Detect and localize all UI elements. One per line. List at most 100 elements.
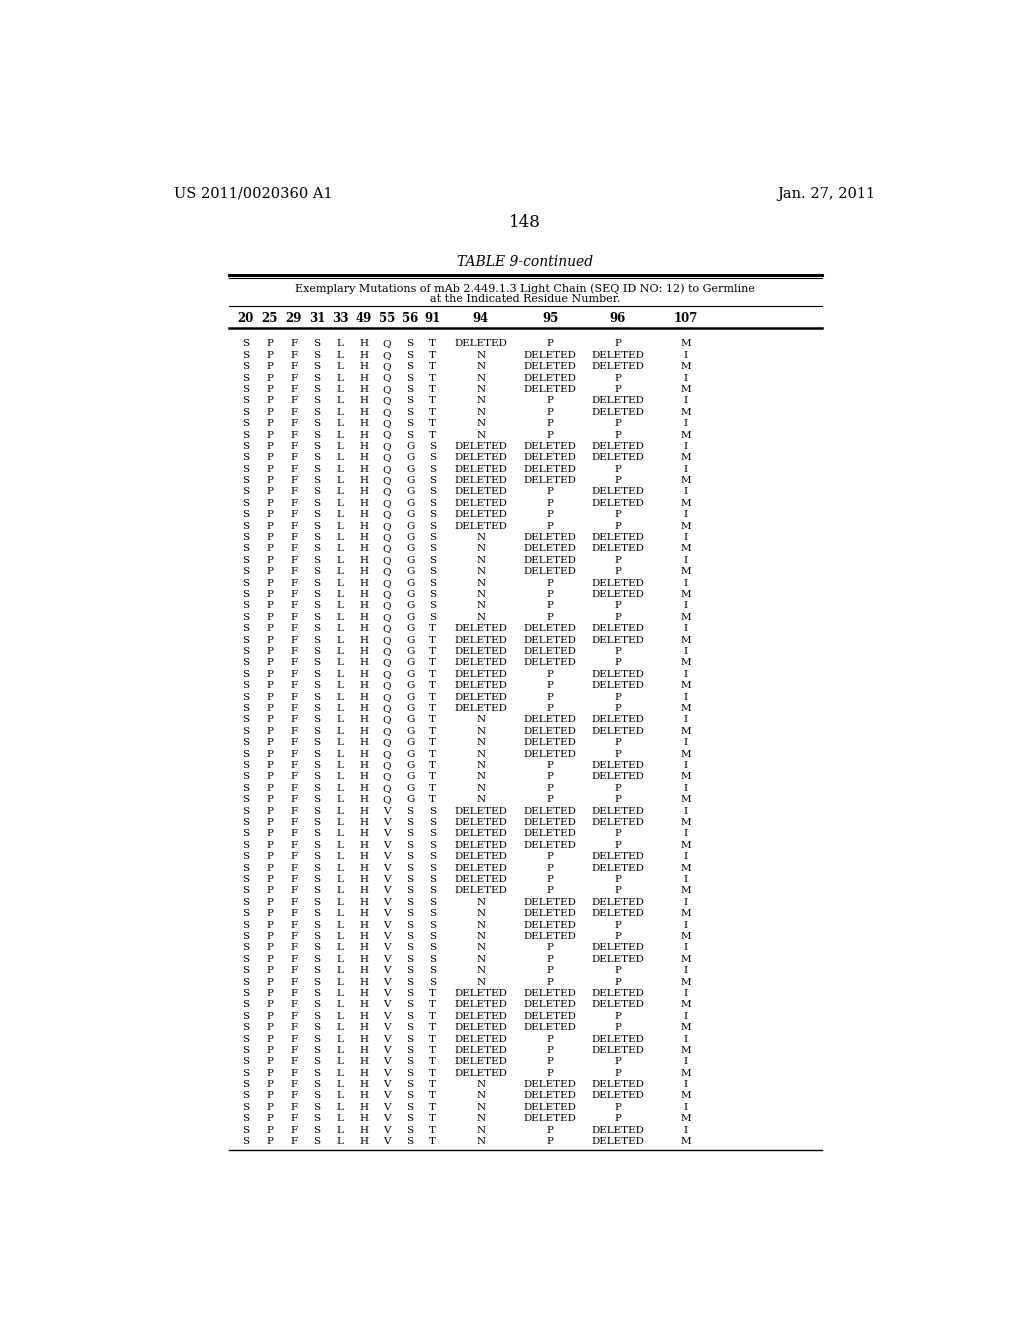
Text: H: H (359, 362, 368, 371)
Text: S: S (407, 875, 414, 884)
Text: DELETED: DELETED (524, 715, 577, 725)
Text: S: S (243, 339, 250, 348)
Text: F: F (290, 442, 297, 451)
Text: M: M (681, 818, 691, 828)
Text: I: I (684, 784, 688, 793)
Text: S: S (243, 442, 250, 451)
Text: 20: 20 (238, 313, 254, 326)
Text: P: P (266, 385, 273, 393)
Text: P: P (614, 886, 622, 895)
Text: DELETED: DELETED (455, 1069, 507, 1077)
Text: S: S (407, 430, 414, 440)
Text: I: I (684, 396, 688, 405)
Text: P: P (614, 693, 622, 702)
Text: L: L (337, 1092, 344, 1101)
Text: S: S (407, 1114, 414, 1123)
Text: H: H (359, 1035, 368, 1044)
Text: P: P (614, 932, 622, 941)
Text: N: N (476, 932, 485, 941)
Text: S: S (429, 568, 436, 577)
Text: S: S (429, 818, 436, 828)
Text: S: S (243, 521, 250, 531)
Text: DELETED: DELETED (592, 1092, 644, 1101)
Text: M: M (681, 499, 691, 508)
Text: L: L (337, 1069, 344, 1077)
Text: DELETED: DELETED (524, 750, 577, 759)
Text: N: N (476, 408, 485, 417)
Text: P: P (266, 453, 273, 462)
Text: Q: Q (383, 738, 391, 747)
Text: P: P (266, 1035, 273, 1044)
Text: DELETED: DELETED (524, 647, 577, 656)
Text: P: P (266, 886, 273, 895)
Text: I: I (684, 1104, 688, 1111)
Text: S: S (243, 762, 250, 770)
Text: DELETED: DELETED (592, 442, 644, 451)
Text: DELETED: DELETED (592, 362, 644, 371)
Text: Q: Q (383, 795, 391, 804)
Text: V: V (383, 818, 390, 828)
Text: S: S (407, 978, 414, 986)
Text: H: H (359, 487, 368, 496)
Text: H: H (359, 807, 368, 816)
Text: M: M (681, 954, 691, 964)
Text: F: F (290, 1137, 297, 1146)
Text: S: S (313, 499, 321, 508)
Text: DELETED: DELETED (524, 568, 577, 577)
Text: P: P (266, 1069, 273, 1077)
Text: I: I (684, 533, 688, 543)
Text: G: G (406, 487, 415, 496)
Text: V: V (383, 1001, 390, 1010)
Text: F: F (290, 511, 297, 519)
Text: S: S (407, 909, 414, 919)
Text: I: I (684, 1035, 688, 1044)
Text: at the Indicated Residue Number.: at the Indicated Residue Number. (430, 294, 620, 304)
Text: 55: 55 (379, 313, 395, 326)
Text: F: F (290, 578, 297, 587)
Text: F: F (290, 978, 297, 986)
Text: DELETED: DELETED (524, 374, 577, 383)
Text: V: V (383, 978, 390, 986)
Text: S: S (243, 420, 250, 428)
Text: DELETED: DELETED (592, 944, 644, 952)
Text: V: V (383, 1126, 390, 1135)
Text: S: S (407, 1137, 414, 1146)
Text: DELETED: DELETED (592, 408, 644, 417)
Text: S: S (243, 590, 250, 599)
Text: P: P (266, 351, 273, 360)
Text: H: H (359, 909, 368, 919)
Text: P: P (266, 362, 273, 371)
Text: V: V (383, 841, 390, 850)
Text: S: S (313, 1126, 321, 1135)
Text: DELETED: DELETED (524, 1023, 577, 1032)
Text: G: G (406, 636, 415, 644)
Text: S: S (313, 590, 321, 599)
Text: Q: Q (383, 533, 391, 543)
Text: P: P (266, 875, 273, 884)
Text: DELETED: DELETED (592, 499, 644, 508)
Text: F: F (290, 477, 297, 486)
Text: Q: Q (383, 374, 391, 383)
Text: S: S (313, 886, 321, 895)
Text: S: S (407, 362, 414, 371)
Text: L: L (337, 750, 344, 759)
Text: L: L (337, 738, 344, 747)
Text: P: P (266, 818, 273, 828)
Text: S: S (407, 1104, 414, 1111)
Text: S: S (313, 362, 321, 371)
Text: L: L (337, 932, 344, 941)
Text: F: F (290, 521, 297, 531)
Text: P: P (547, 669, 554, 678)
Text: I: I (684, 602, 688, 610)
Text: Q: Q (383, 499, 391, 508)
Text: N: N (476, 898, 485, 907)
Text: S: S (243, 841, 250, 850)
Text: T: T (429, 738, 436, 747)
Text: P: P (266, 1023, 273, 1032)
Text: DELETED: DELETED (524, 477, 577, 486)
Text: P: P (614, 738, 622, 747)
Text: DELETED: DELETED (592, 863, 644, 873)
Text: Q: Q (383, 784, 391, 793)
Text: S: S (243, 511, 250, 519)
Text: M: M (681, 544, 691, 553)
